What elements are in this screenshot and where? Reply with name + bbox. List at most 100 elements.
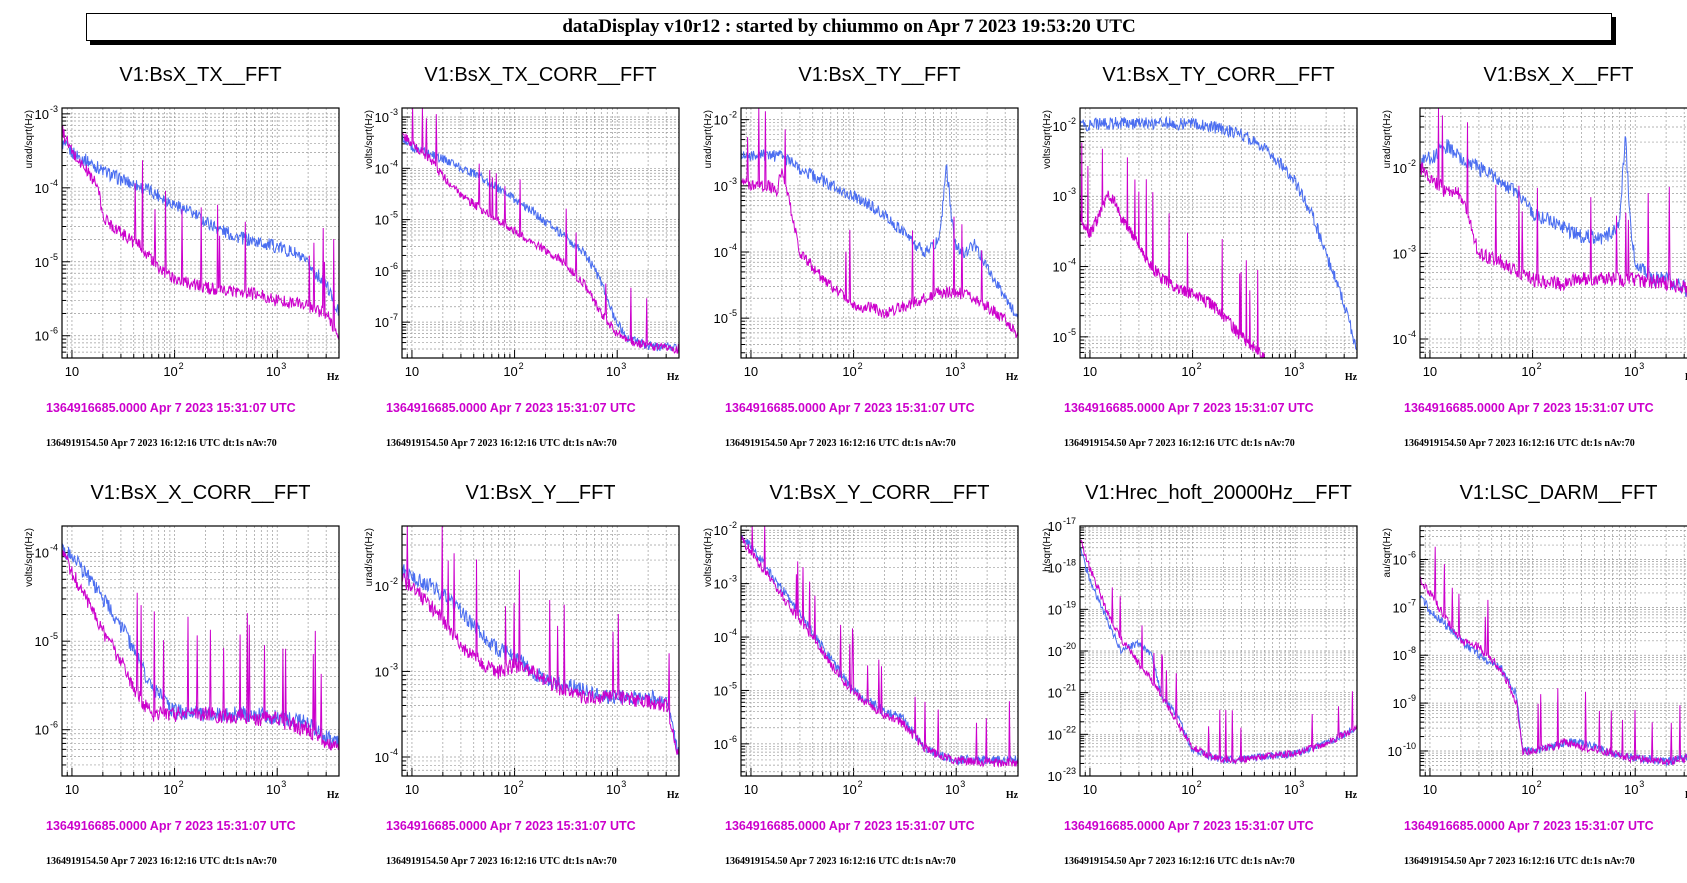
x-tick-exponent: 2 <box>1197 779 1202 789</box>
x-axis-label: Hz <box>667 790 680 801</box>
y-tick-exponent: -6 <box>50 720 58 730</box>
current-timestamp: 1364919154.50 Apr 7 2023 16:12:16 UTC dt… <box>386 856 617 867</box>
y-tick-exponent: -23 <box>1063 766 1076 776</box>
fft-panel: V1:Hrec_hoft_20000Hz__FFT10-2310-2210-21… <box>1042 482 1358 867</box>
x-axis-label: Hz <box>1006 790 1019 801</box>
y-tick-exponent: -2 <box>1408 158 1416 168</box>
y-tick-label: 10 <box>1393 332 1407 347</box>
y-tick-label: 10 <box>1048 561 1062 576</box>
y-tick-label: 10 <box>1048 602 1062 617</box>
current-timestamp: 1364919154.50 Apr 7 2023 16:12:16 UTC dt… <box>1064 438 1295 449</box>
y-tick-label: 10 <box>375 264 389 279</box>
x-tick-label: 10 <box>945 782 959 797</box>
y-tick-exponent: -2 <box>390 576 398 586</box>
y-tick-label: 10 <box>1053 260 1067 275</box>
x-axis-label: Hz <box>1685 372 1687 383</box>
y-tick-exponent: -19 <box>1063 599 1076 609</box>
x-tick-exponent: 3 <box>960 361 965 371</box>
x-axis-label: Hz <box>667 372 680 383</box>
y-tick-label: 10 <box>1048 769 1062 784</box>
reference-timestamp: 1364916685.0000 Apr 7 2023 15:31:07 UTC <box>1064 401 1314 415</box>
panel-title: V1:BsX_Y_CORR__FFT <box>769 482 989 504</box>
x-tick-label: 10 <box>1423 364 1437 379</box>
x-tick-exponent: 2 <box>179 361 184 371</box>
x-tick-label: 10 <box>503 782 517 797</box>
y-tick-label: 10 <box>375 161 389 176</box>
y-tick-exponent: -3 <box>390 661 398 671</box>
x-tick-exponent: 3 <box>281 361 286 371</box>
panel-title: V1:LSC_DARM__FFT <box>1460 482 1658 504</box>
panel-title: V1:BsX_TX__FFT <box>119 64 281 86</box>
reference-timestamp: 1364916685.0000 Apr 7 2023 15:31:07 UTC <box>386 401 636 415</box>
y-tick-exponent: -3 <box>1408 243 1416 253</box>
reference-timestamp: 1364916685.0000 Apr 7 2023 15:31:07 UTC <box>725 819 975 833</box>
y-axis-label: urad/sqrt(Hz) <box>24 110 35 168</box>
y-axis-label: au/sqrt(Hz) <box>1382 528 1393 577</box>
y-axis-label: volts/sqrt(Hz) <box>364 110 375 169</box>
x-tick-label: 10 <box>1181 782 1195 797</box>
x-tick-label: 10 <box>606 782 620 797</box>
y-axis-label: urad/sqrt(Hz) <box>364 528 375 586</box>
spectrum-trace <box>61 549 340 751</box>
y-tick-exponent: -2 <box>1068 116 1076 126</box>
y-tick-exponent: -6 <box>1408 549 1416 559</box>
display-title-banner: dataDisplay v10r12 : started by chiummo … <box>86 13 1612 41</box>
y-tick-exponent: -7 <box>1408 597 1416 607</box>
y-tick-label: 10 <box>714 311 728 326</box>
x-tick-label: 10 <box>65 782 79 797</box>
y-tick-label: 10 <box>714 683 728 698</box>
y-tick-label: 10 <box>375 664 389 679</box>
reference-timestamp: 1364916685.0000 Apr 7 2023 15:31:07 UTC <box>725 401 975 415</box>
x-tick-label: 10 <box>405 364 419 379</box>
y-tick-label: 10 <box>35 546 49 561</box>
y-tick-label: 10 <box>35 723 49 738</box>
y-tick-exponent: -5 <box>729 308 737 318</box>
x-tick-label: 10 <box>266 782 280 797</box>
y-tick-exponent: -3 <box>729 574 737 584</box>
y-tick-exponent: -4 <box>729 627 737 637</box>
panel-title: V1:BsX_Y__FFT <box>465 482 615 504</box>
x-tick-exponent: 3 <box>281 779 286 789</box>
y-axis-label: volts/sqrt(Hz) <box>1042 110 1053 169</box>
x-tick-label: 10 <box>842 364 856 379</box>
spectrum-trace <box>401 134 680 354</box>
y-tick-label: 10 <box>1048 686 1062 701</box>
spectrum-trace <box>401 525 680 755</box>
x-axis-label: Hz <box>1345 372 1358 383</box>
y-tick-label: 10 <box>35 181 49 196</box>
x-tick-label: 10 <box>1284 782 1298 797</box>
y-tick-label: 10 <box>375 579 389 594</box>
y-axis-label: h/sqrt(Hz) <box>1042 528 1053 572</box>
y-tick-label: 10 <box>1393 552 1407 567</box>
current-timestamp: 1364919154.50 Apr 7 2023 16:12:16 UTC dt… <box>1404 438 1635 449</box>
y-tick-exponent: -2 <box>729 110 737 120</box>
x-tick-label: 10 <box>1624 364 1638 379</box>
y-tick-label: 10 <box>1053 119 1067 134</box>
y-tick-label: 10 <box>714 179 728 194</box>
x-tick-label: 10 <box>405 782 419 797</box>
plot-frame <box>61 107 340 359</box>
y-tick-exponent: -9 <box>1408 693 1416 703</box>
y-tick-exponent: -18 <box>1063 558 1076 568</box>
y-tick-exponent: -10 <box>1403 741 1416 751</box>
x-tick-exponent: 2 <box>519 361 524 371</box>
spectrum-trace <box>1419 107 1687 298</box>
y-tick-label: 10 <box>1053 189 1067 204</box>
x-tick-label: 10 <box>266 364 280 379</box>
x-tick-label: 10 <box>1521 782 1535 797</box>
y-tick-label: 10 <box>375 315 389 330</box>
y-tick-label: 10 <box>1048 727 1062 742</box>
y-tick-label: 10 <box>35 255 49 270</box>
y-tick-label: 10 <box>1393 600 1407 615</box>
current-timestamp: 1364919154.50 Apr 7 2023 16:12:16 UTC dt… <box>46 438 277 449</box>
x-tick-label: 10 <box>163 364 177 379</box>
x-tick-exponent: 2 <box>1537 361 1542 371</box>
x-tick-exponent: 3 <box>960 779 965 789</box>
